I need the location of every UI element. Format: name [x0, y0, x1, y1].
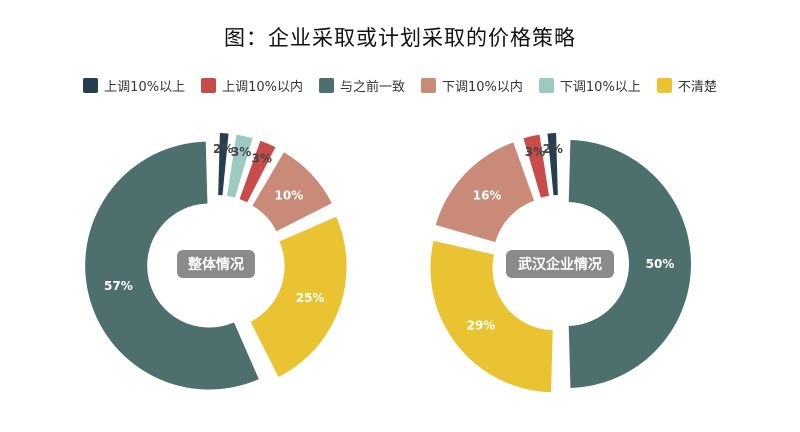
donut-overall: 2%3% 3%10%25%57%整体情况: [85, 133, 347, 390]
legend-swatch: [318, 77, 334, 93]
donut-slice[interactable]: [252, 152, 332, 232]
legend-label: 上调10%以上: [104, 79, 186, 95]
center-label-box: [177, 250, 255, 278]
donut-slice[interactable]: [227, 134, 253, 198]
legend-swatch: [538, 77, 554, 93]
slice-label: 50%: [646, 257, 675, 271]
donut-slice[interactable]: [85, 141, 259, 390]
slice-label: 10%: [275, 189, 304, 203]
legend-item[interactable]: 下调10%以内: [421, 76, 523, 95]
legend-item[interactable]: 下调10%以上: [538, 76, 641, 95]
chart-title: 图：企业采取或计划采取的价格策略: [224, 26, 576, 50]
slice-label: 25%: [296, 291, 325, 305]
legend-item[interactable]: 不清楚: [656, 76, 717, 95]
slice-label: 2%: [213, 142, 233, 156]
slice-label: 2%: [543, 142, 563, 156]
legend-swatch: [83, 77, 99, 93]
slice-label: 3%: [231, 145, 251, 159]
legend-item[interactable]: 上调10%以内: [201, 76, 303, 95]
legend-label: 下调10%以内: [442, 79, 523, 95]
donut-slice[interactable]: [568, 140, 691, 388]
donut-slice[interactable]: [523, 134, 549, 198]
donut-slice[interactable]: [430, 240, 553, 393]
legend-swatch: [421, 77, 436, 93]
slice-label: 29%: [467, 318, 496, 332]
legend-label: 不清楚: [677, 79, 717, 95]
donut-slice[interactable]: [250, 216, 347, 378]
center-label: 武汉企业情况: [518, 256, 602, 273]
slice-label: 16%: [473, 189, 502, 203]
donut-wuhan: 50% 29% 16% 3%2% 武汉企业情况: [430, 133, 691, 393]
legend: 上调10%以上 上调10%以内 与之前一致 下调10%以内 下调10%以上 不清楚: [0, 74, 800, 96]
center-label-box: [506, 250, 614, 278]
legend-item[interactable]: 与之前一致: [318, 76, 405, 95]
donut-slice[interactable]: [435, 142, 535, 243]
slice-label: 57%: [104, 279, 133, 293]
slice-label: 3%: [525, 145, 545, 159]
legend-swatch: [201, 77, 217, 93]
legend-item[interactable]: 上调10%以上: [83, 76, 185, 95]
donut-slice[interactable]: [218, 133, 229, 196]
donut-slice[interactable]: [239, 140, 276, 203]
donut-slice[interactable]: [547, 133, 558, 196]
slice-label: 3%: [251, 151, 271, 165]
legend-label: 上调10%以内: [222, 79, 303, 95]
center-label: 整体情况: [187, 256, 244, 273]
legend-label: 与之前一致: [339, 79, 405, 95]
legend-swatch: [656, 77, 672, 93]
legend-label: 下调10%以上: [559, 79, 641, 95]
